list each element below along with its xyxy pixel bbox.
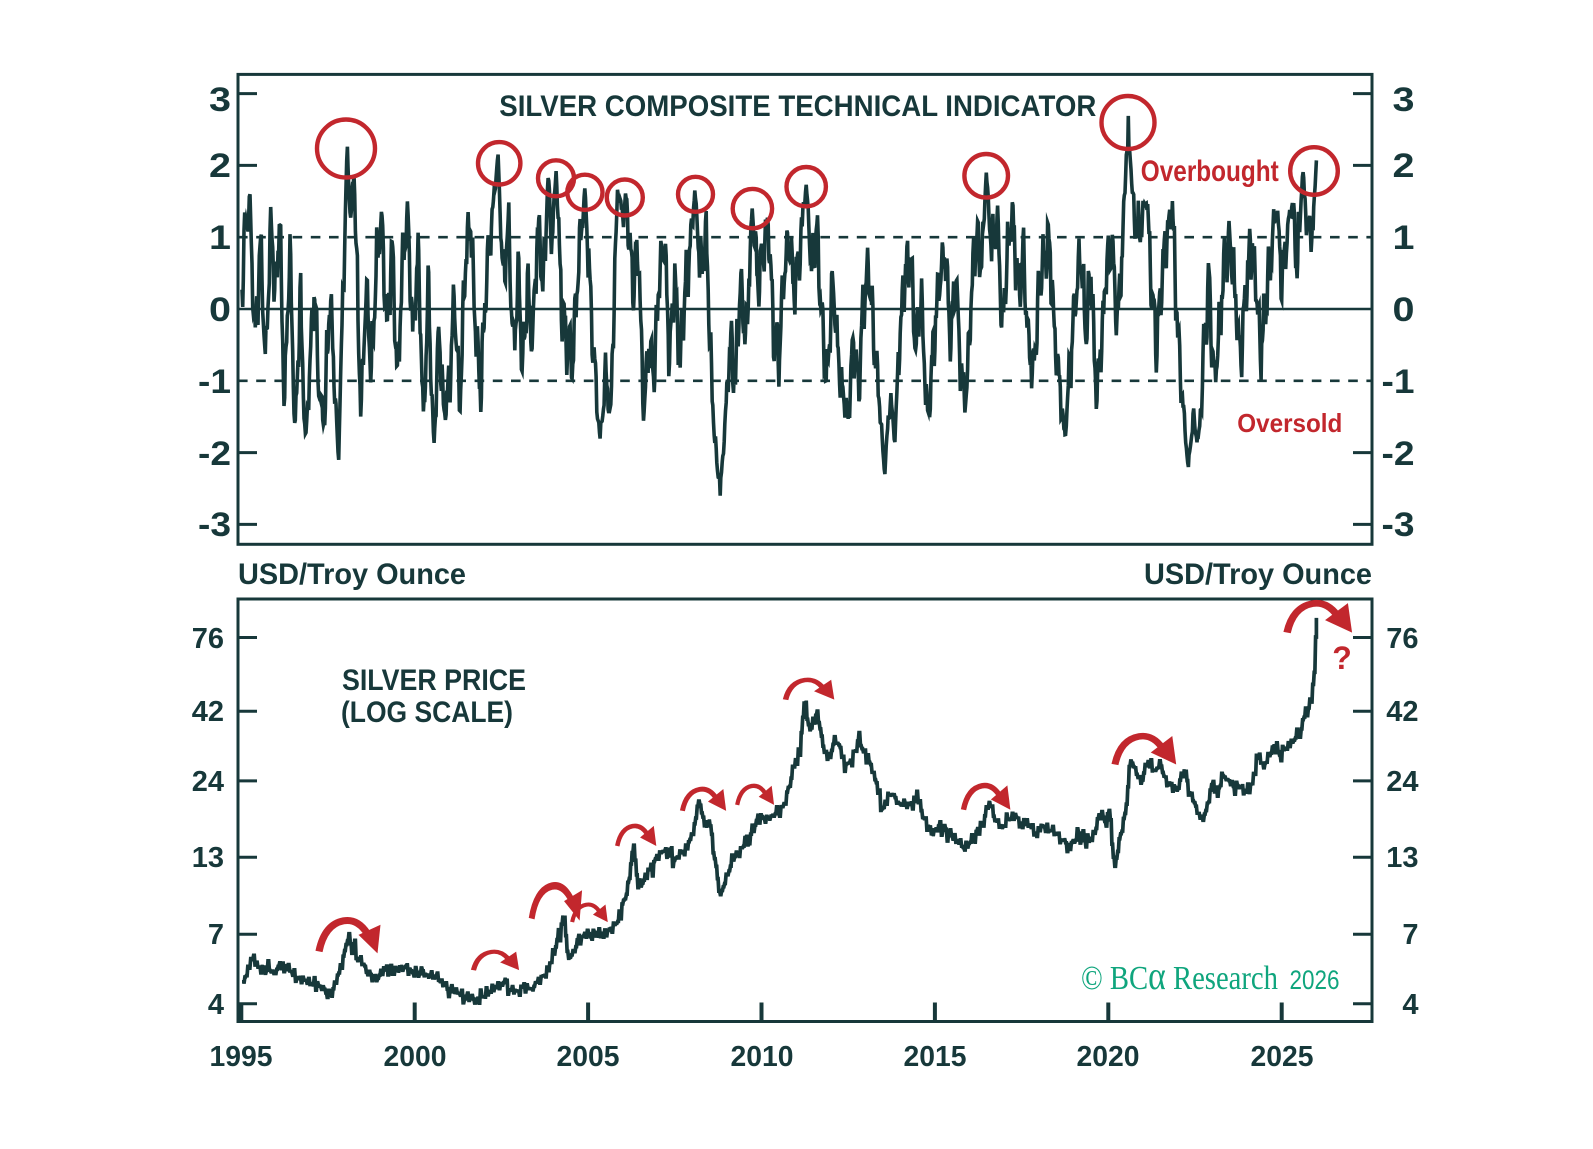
svg-text:USD/Troy Ounce: USD/Troy Ounce [1144, 558, 1372, 591]
svg-text:7: 7 [1402, 919, 1418, 951]
svg-text:SILVER COMPOSITE TECHNICAL IND: SILVER COMPOSITE TECHNICAL INDICATOR [499, 90, 1096, 123]
svg-text:-2: -2 [1382, 435, 1415, 473]
svg-text:42: 42 [1386, 696, 1418, 728]
svg-text:-3: -3 [198, 506, 231, 544]
svg-text:3: 3 [209, 81, 231, 119]
svg-text:-1: -1 [198, 363, 231, 401]
svg-text:4: 4 [208, 989, 224, 1021]
svg-text:Oversold: Oversold [1237, 408, 1342, 438]
svg-text:-2: -2 [198, 435, 231, 473]
svg-text:13: 13 [1386, 842, 1418, 874]
svg-text:2015: 2015 [904, 1041, 967, 1073]
svg-text:-3: -3 [1382, 506, 1415, 544]
svg-text:76: 76 [1386, 623, 1418, 655]
svg-text:SILVER PRICE: SILVER PRICE [342, 664, 526, 697]
svg-text:76: 76 [192, 623, 224, 655]
svg-text:0: 0 [209, 291, 231, 329]
svg-text:(LOG SCALE): (LOG SCALE) [341, 696, 513, 729]
svg-text:2020: 2020 [1077, 1041, 1140, 1073]
svg-text:2026: 2026 [1290, 965, 1340, 995]
svg-text:24: 24 [1386, 766, 1418, 798]
svg-text:2000: 2000 [384, 1041, 447, 1073]
svg-text:1: 1 [209, 219, 231, 257]
svg-text:2: 2 [209, 147, 231, 185]
svg-text:13: 13 [192, 842, 224, 874]
svg-text:1995: 1995 [210, 1041, 273, 1073]
svg-text:2005: 2005 [557, 1041, 620, 1073]
svg-text:24: 24 [192, 766, 224, 798]
svg-text:2025: 2025 [1251, 1041, 1314, 1073]
svg-text:7: 7 [208, 919, 224, 951]
svg-text:-1: -1 [1382, 363, 1415, 401]
svg-text:1: 1 [1393, 219, 1415, 257]
svg-text:2: 2 [1393, 147, 1415, 185]
svg-text:2010: 2010 [731, 1041, 794, 1073]
svg-text:4: 4 [1402, 989, 1418, 1021]
svg-text:3: 3 [1393, 81, 1415, 119]
svg-text:USD/Troy Ounce: USD/Troy Ounce [238, 558, 466, 591]
svg-text:© BCα Research: © BCα Research [1081, 953, 1278, 998]
svg-text:Overbought: Overbought [1141, 155, 1279, 188]
svg-text:?: ? [1332, 640, 1352, 676]
svg-text:0: 0 [1393, 291, 1415, 329]
svg-text:42: 42 [192, 696, 224, 728]
